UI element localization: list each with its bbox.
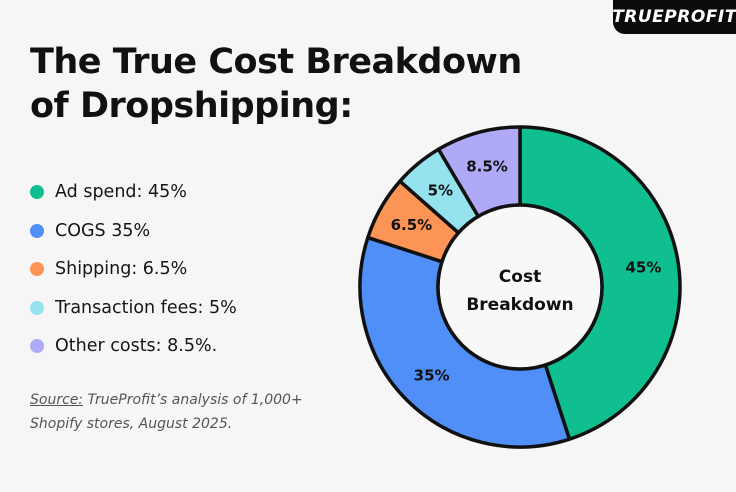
legend-item-other-costs: Other costs: 8.5%. [30,327,237,366]
legend-label: Shipping: 6.5% [55,259,188,280]
legend: Ad spend: 45% COGS 35% Shipping: 6.5% Tr… [30,173,237,366]
legend-label: Other costs: 8.5%. [55,336,218,357]
legend-dot-icon [30,339,44,354]
legend-item-ad-spend: Ad spend: 45% [30,173,237,212]
legend-dot-icon [30,262,44,277]
source-prefix: Source: [30,392,84,408]
data-label: 35% [414,366,450,384]
donut-hole [436,203,604,371]
legend-item-shipping: Shipping: 6.5% [30,250,237,289]
data-label: 45% [626,258,662,276]
legend-label: Transaction fees: 5% [55,297,237,318]
data-label: 8.5% [466,157,508,175]
source-line-1: TrueProfit’s analysis of 1,000+ [83,392,303,408]
legend-dot-icon [30,185,44,200]
center-label: Breakdown [466,295,573,315]
legend-label: Ad spend: 45% [55,182,187,203]
center-label: Cost [499,267,541,287]
title-line-1: The True Cost Breakdown [30,42,522,82]
source-line-2: Shopify stores, August 2025. [30,416,233,432]
legend-item-transaction-fees: Transaction fees: 5% [30,289,237,328]
source-note: Source: TrueProfit’s analysis of 1,000+ … [30,388,303,436]
data-label: 5% [428,182,453,200]
page-title: The True Cost Breakdown of Dropshipping: [30,40,522,128]
legend-item-cogs: COGS 35% [30,212,237,251]
title-line-2: of Dropshipping: [30,86,353,126]
legend-dot-icon [30,223,44,238]
trueprofit-logo: TRUEPROFIT [612,0,736,34]
data-label: 6.5% [391,216,433,234]
legend-label: COGS 35% [55,220,151,241]
legend-dot-icon [30,300,44,315]
